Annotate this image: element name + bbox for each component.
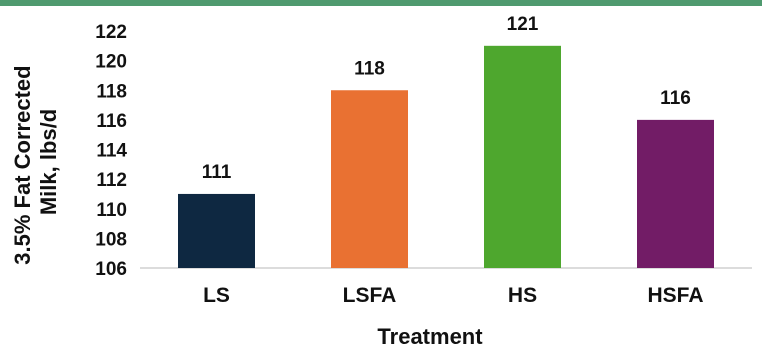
category-label-hs: HS [508,284,537,307]
y-axis-title-line-2: Milk, lbs/d [36,109,61,215]
category-label-lsfa: LSFA [343,284,397,307]
y-tick-label: 106 [95,259,127,280]
y-tick-label: 118 [96,81,127,102]
data-label-hsfa: 116 [660,88,691,109]
data-label-ls: 111 [202,162,232,183]
y-tick-label: 114 [96,141,127,162]
y-axis-ticks: 106 108 110 112 114 116 118 120 122 [95,22,127,280]
category-label-hsfa: HSFA [647,284,703,307]
y-tick-label: 110 [96,200,127,221]
bar-hsfa [637,119,714,268]
data-label-lsfa: 118 [354,58,385,79]
bar-hs [484,45,561,268]
y-axis-title-line-1: 3.5% Fat Corrected [10,65,35,264]
bars [178,45,714,268]
header-band [0,0,762,6]
y-axis-title: 3.5% Fat Corrected Milk, lbs/d [10,59,61,264]
bar-ls [178,193,255,268]
y-tick-label: 112 [96,170,127,191]
x-axis-title: Treatment [377,324,483,345]
category-label-ls: LS [203,284,230,307]
y-tick-label: 108 [95,229,127,250]
category-labels: LS LSFA HS HSFA [203,284,703,307]
data-label-hs: 121 [507,14,539,35]
y-tick-label: 116 [96,111,127,132]
y-tick-label: 120 [95,52,127,73]
y-tick-label: 122 [95,22,127,43]
data-labels: 111 118 121 116 [202,14,691,183]
bar-lsfa [331,90,408,268]
